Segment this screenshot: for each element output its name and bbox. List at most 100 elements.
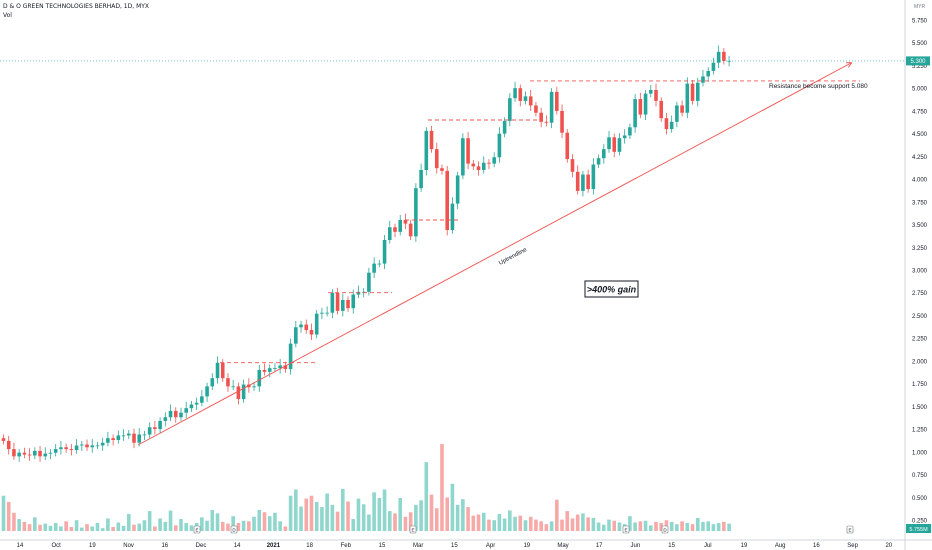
candle-body — [497, 133, 502, 158]
candle-body — [116, 435, 121, 440]
y-tick-label: 3.750 — [912, 200, 928, 206]
candle-body — [555, 91, 559, 111]
volume-bar — [398, 498, 403, 531]
volume-bar — [17, 519, 21, 531]
candle-body — [95, 445, 100, 447]
last-price-tag — [906, 56, 930, 66]
volume-bar — [278, 521, 282, 531]
candle-body — [544, 121, 549, 123]
x-tick-label: Jun — [631, 543, 641, 549]
volume-bar — [502, 518, 507, 531]
candle-body — [393, 227, 397, 232]
event-marker — [230, 525, 238, 534]
candle-body — [565, 132, 570, 160]
volume-bar — [387, 511, 392, 531]
y-tick-label: 0.500 — [912, 496, 928, 502]
volume-bar — [126, 513, 131, 531]
candle-body — [252, 386, 256, 388]
candle-body — [236, 386, 241, 400]
candle-body — [617, 138, 622, 152]
y-tick-label: 4.500 — [912, 132, 928, 138]
volume-bar — [408, 512, 413, 531]
x-tick-label: Mar — [413, 543, 423, 549]
candle-body — [716, 51, 721, 63]
volume-bar — [690, 524, 695, 531]
volume-bar — [403, 516, 408, 531]
volume-bar — [257, 509, 262, 531]
volume-bar — [210, 509, 215, 531]
gain-box — [584, 280, 639, 298]
volume-bar — [727, 523, 731, 531]
volume-bar — [633, 522, 637, 531]
candle-body — [299, 324, 303, 328]
candle-body — [669, 121, 674, 130]
volume-bar — [596, 522, 601, 531]
volume-bar — [513, 516, 517, 531]
candle-body — [549, 91, 554, 123]
candle-body — [200, 396, 204, 403]
volume-bar — [330, 504, 335, 531]
volume-bar — [706, 521, 710, 531]
volume-bar — [701, 521, 705, 531]
candle-body — [701, 76, 705, 83]
y-tick-label: 3.500 — [912, 223, 928, 229]
candle-body — [434, 149, 439, 169]
volume-bar — [508, 510, 512, 531]
volume-bar — [325, 493, 329, 531]
volume-bar — [648, 525, 653, 531]
volume-bar — [695, 517, 700, 531]
volume-bar — [74, 520, 79, 531]
candle-body — [158, 420, 162, 430]
x-tick-label: 19 — [89, 543, 96, 549]
volume-bar — [59, 526, 63, 531]
volume-bar — [680, 521, 684, 531]
volume-bar — [33, 517, 37, 531]
volume-bar — [116, 522, 121, 531]
volume-bar — [612, 520, 617, 531]
volume-bar — [450, 483, 455, 531]
x-tick-label: Oct — [52, 543, 62, 549]
candle-body — [304, 324, 309, 330]
candle-body — [12, 449, 16, 457]
volume-bar — [90, 526, 95, 531]
candle-body — [257, 370, 262, 387]
event-marker-label: E — [195, 528, 198, 533]
x-tick-label: 19 — [523, 543, 530, 549]
x-tick-label: Aug — [775, 543, 786, 549]
candle-body — [194, 402, 199, 405]
candle-body — [638, 99, 643, 115]
volume-bar — [534, 519, 538, 531]
volume-bar — [153, 526, 157, 531]
volume-bar — [466, 507, 470, 531]
candle-body — [6, 440, 11, 450]
volume-bar — [241, 520, 246, 531]
volume-bar — [382, 489, 387, 531]
volume-bar — [492, 520, 496, 531]
candle-body — [695, 82, 700, 101]
candle-body — [471, 163, 476, 167]
candle-body — [126, 433, 131, 436]
volume-bar — [440, 444, 444, 531]
volume-bar — [226, 523, 230, 531]
event-marker-label: D — [232, 528, 236, 533]
y-tick-label: 4.000 — [912, 178, 928, 184]
volume-bar — [549, 521, 554, 531]
candle-body — [309, 330, 314, 335]
candle-body — [147, 427, 152, 435]
candle-body — [539, 112, 543, 122]
x-tick-label: Jul — [704, 543, 712, 549]
volume-bar — [638, 521, 643, 531]
y-tick-label: 2.750 — [912, 291, 928, 297]
event-marker — [409, 525, 417, 534]
volume-bar — [6, 502, 11, 531]
candle-body — [377, 263, 382, 265]
volume-bar — [523, 520, 528, 531]
volume-bar — [163, 521, 168, 531]
volume-bar — [53, 523, 58, 531]
volume-bar — [173, 525, 178, 531]
candle-body — [262, 370, 267, 372]
candle-body — [111, 438, 115, 440]
volume-bar — [544, 524, 549, 531]
volume-bar — [1, 495, 6, 531]
